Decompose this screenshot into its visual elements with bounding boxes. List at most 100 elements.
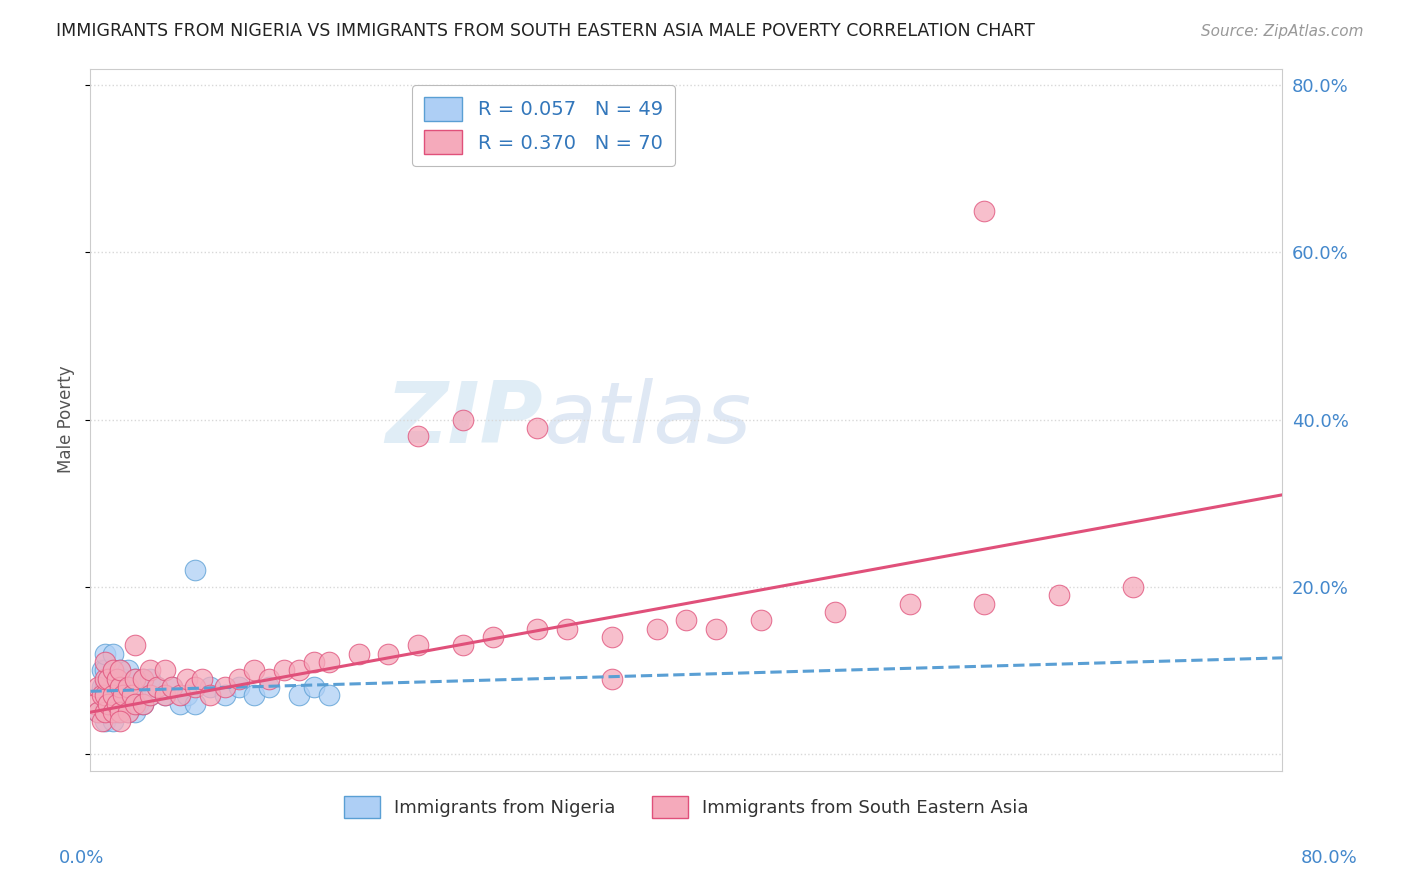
Point <box>153 664 176 678</box>
Point <box>214 680 236 694</box>
Point <box>273 664 295 678</box>
Point <box>257 672 280 686</box>
Point <box>824 605 846 619</box>
Point <box>94 714 117 728</box>
Point <box>110 705 132 719</box>
Point <box>526 421 548 435</box>
Point <box>101 664 124 678</box>
Point <box>124 705 146 719</box>
Point <box>124 689 146 703</box>
Point <box>139 672 162 686</box>
Point <box>481 630 503 644</box>
Point <box>184 680 207 694</box>
Point <box>198 689 221 703</box>
Point <box>94 705 117 719</box>
Point <box>121 689 143 703</box>
Point <box>302 680 325 694</box>
Point <box>105 672 128 686</box>
Point <box>105 705 128 719</box>
Point <box>105 697 128 711</box>
Point <box>110 680 132 694</box>
Point <box>94 689 117 703</box>
Point <box>973 203 995 218</box>
Point <box>87 680 110 694</box>
Text: Source: ZipAtlas.com: Source: ZipAtlas.com <box>1201 24 1364 38</box>
Point <box>184 697 207 711</box>
Point <box>228 680 250 694</box>
Point <box>704 622 727 636</box>
Point <box>117 664 139 678</box>
Point <box>675 613 697 627</box>
Point <box>110 664 132 678</box>
Point <box>153 689 176 703</box>
Point <box>91 664 114 678</box>
Point <box>243 689 266 703</box>
Point <box>898 597 921 611</box>
Point <box>973 597 995 611</box>
Point <box>139 689 162 703</box>
Point <box>101 689 124 703</box>
Point <box>97 697 120 711</box>
Point <box>97 672 120 686</box>
Point <box>101 680 124 694</box>
Point <box>288 689 311 703</box>
Point <box>139 689 162 703</box>
Point <box>124 697 146 711</box>
Point <box>91 689 114 703</box>
Point <box>117 680 139 694</box>
Point <box>97 672 120 686</box>
Point <box>146 680 169 694</box>
Point <box>121 689 143 703</box>
Point <box>101 705 124 719</box>
Point <box>101 664 124 678</box>
Point <box>169 697 191 711</box>
Point <box>117 705 139 719</box>
Point <box>198 680 221 694</box>
Text: 80.0%: 80.0% <box>1301 849 1357 867</box>
Point <box>1122 580 1144 594</box>
Point <box>169 689 191 703</box>
Point <box>377 647 399 661</box>
Point <box>127 697 149 711</box>
Point <box>555 622 578 636</box>
Point <box>124 672 146 686</box>
Point <box>94 655 117 669</box>
Point <box>139 664 162 678</box>
Point <box>131 672 153 686</box>
Legend: Immigrants from Nigeria, Immigrants from South Eastern Asia: Immigrants from Nigeria, Immigrants from… <box>336 789 1036 825</box>
Point <box>117 705 139 719</box>
Point <box>451 412 474 426</box>
Point <box>131 697 153 711</box>
Point <box>451 638 474 652</box>
Point <box>94 647 117 661</box>
Point <box>110 664 132 678</box>
Point <box>112 689 135 703</box>
Point <box>124 638 146 652</box>
Point <box>162 680 184 694</box>
Point <box>176 689 198 703</box>
Point <box>87 705 110 719</box>
Point <box>101 647 124 661</box>
Point <box>243 664 266 678</box>
Point <box>214 689 236 703</box>
Point <box>645 622 668 636</box>
Point <box>94 664 117 678</box>
Point <box>112 672 135 686</box>
Point <box>84 697 107 711</box>
Point <box>105 680 128 694</box>
Point <box>91 714 114 728</box>
Text: ZIP: ZIP <box>385 378 543 461</box>
Y-axis label: Male Poverty: Male Poverty <box>58 366 75 474</box>
Text: 0.0%: 0.0% <box>59 849 104 867</box>
Point <box>600 672 623 686</box>
Point <box>101 697 124 711</box>
Point <box>191 672 214 686</box>
Point <box>110 680 132 694</box>
Point <box>91 680 114 694</box>
Point <box>87 705 110 719</box>
Point <box>600 630 623 644</box>
Point <box>184 563 207 577</box>
Point <box>302 655 325 669</box>
Point <box>94 697 117 711</box>
Point <box>257 680 280 694</box>
